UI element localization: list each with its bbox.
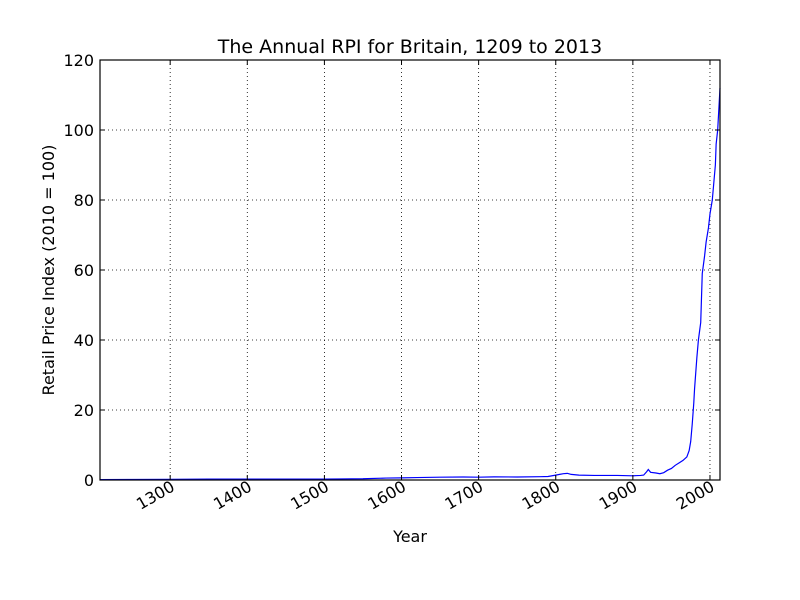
- grid-lines: [100, 60, 720, 480]
- y-axis-label: Retail Price Index (2010 = 100): [39, 145, 58, 396]
- y-tick-label: 120: [63, 51, 94, 70]
- x-axis-label: Year: [392, 527, 427, 546]
- y-tick-label: 20: [74, 401, 94, 420]
- y-tick-label: 80: [74, 191, 94, 210]
- y-tick-label: 60: [74, 261, 94, 280]
- series-layer: [99, 87, 721, 481]
- y-tick-label: 100: [63, 121, 94, 140]
- y-tick-label: 0: [84, 471, 94, 490]
- y-axis-ticks: 0 20 40 60 80 100 120: [63, 51, 720, 490]
- chart-title: The Annual RPI for Britain, 1209 to 2013: [217, 36, 602, 58]
- series-line-rpi: [99, 87, 721, 481]
- y-tick-label: 40: [74, 331, 94, 350]
